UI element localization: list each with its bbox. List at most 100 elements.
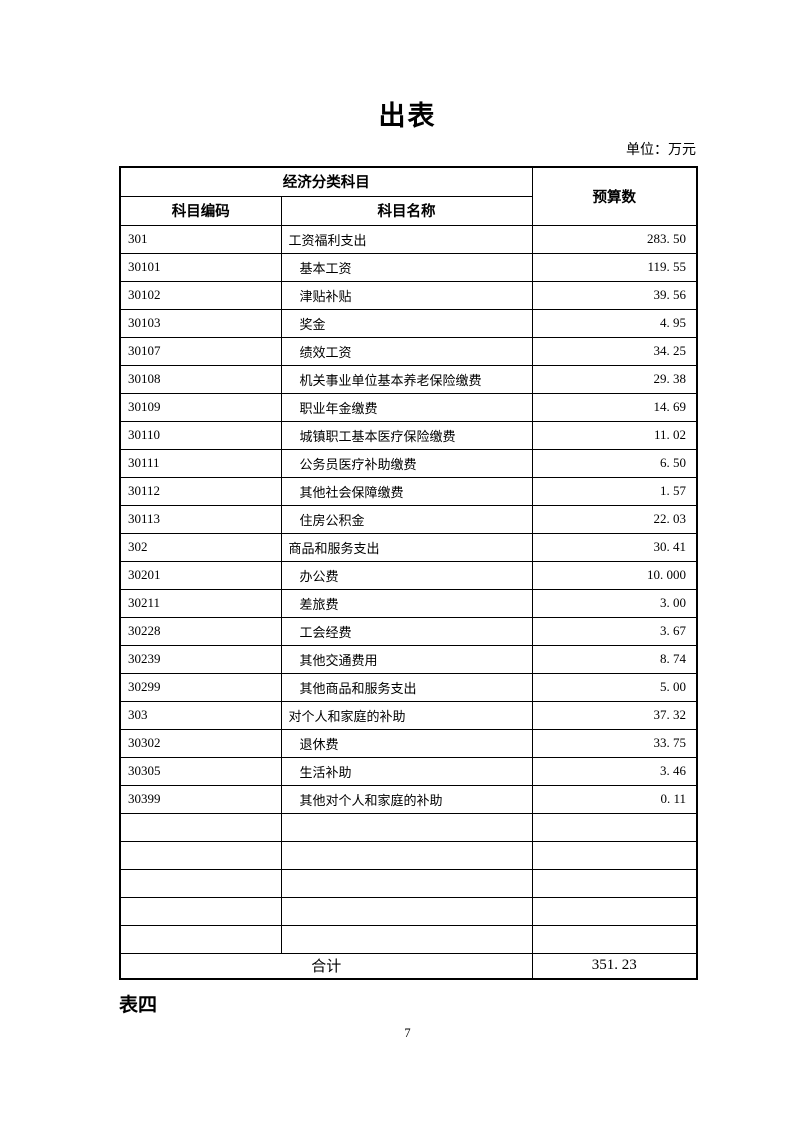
subject-code-cell: 30211 [119, 588, 282, 618]
header-row-group: 经济分类科目 预算数 [119, 166, 698, 226]
subject-code-cell: 30239 [119, 644, 282, 674]
empty-code-cell [119, 812, 282, 842]
page-number: 7 [404, 1026, 411, 1040]
subject-code-cell: 30302 [119, 728, 282, 758]
table-row: 301 工资福利支出 283. 50 [119, 224, 698, 254]
budget-value-cell: 10. 000 [531, 560, 698, 590]
empty-name-cell [280, 868, 533, 898]
subject-name-cell: 住房公积金 [280, 504, 533, 534]
table-row: 30239 其他交通费用 8. 74 [119, 644, 698, 674]
budget-value-cell: 0. 11 [531, 784, 698, 814]
budget-value-cell: 1. 57 [531, 476, 698, 506]
subject-name-cell: 津贴补贴 [280, 280, 533, 310]
subject-name-cell: 职业年金缴费 [280, 392, 533, 422]
empty-value-cell [531, 812, 698, 842]
empty-code-cell [119, 840, 282, 870]
empty-code-cell [119, 868, 282, 898]
empty-table-row [119, 840, 698, 870]
subject-name-cell: 城镇职工基本医疗保险缴费 [280, 420, 533, 450]
table-row: 30102 津贴补贴 39. 56 [119, 280, 698, 310]
subject-code-cell: 30299 [119, 672, 282, 702]
header-budget-amount: 预算数 [531, 166, 698, 226]
table-row: 30111 公务员医疗补助缴费 6. 50 [119, 448, 698, 478]
header-row-columns: 科目编码 科目名称 [119, 195, 697, 226]
empty-name-cell [280, 896, 533, 926]
budget-value-cell: 3. 00 [531, 588, 698, 618]
subject-code-cell: 30110 [119, 420, 282, 450]
header-subject-code: 科目编码 [119, 195, 282, 226]
subject-name-cell: 公务员医疗补助缴费 [280, 448, 533, 478]
subject-name-cell: 工会经费 [280, 616, 533, 646]
empty-code-cell [119, 896, 282, 926]
subject-code-cell: 30102 [119, 280, 282, 310]
subject-code-cell: 30113 [119, 504, 282, 534]
budget-value-cell: 29. 38 [531, 364, 698, 394]
page-title: 出表 [378, 101, 437, 131]
subject-name-cell: 其他社会保障缴费 [280, 476, 533, 506]
empty-code-cell [119, 924, 282, 954]
empty-name-cell [280, 840, 533, 870]
table-row: 30211 差旅费 3. 00 [119, 588, 698, 618]
table-footer: 合计 351. 23 [119, 952, 698, 980]
table-row: 30101 基本工资 119. 55 [119, 252, 698, 282]
table-row: 30399 其他对个人和家庭的补助 0. 11 [119, 784, 698, 814]
subject-code-cell: 301 [119, 224, 282, 254]
budget-value-cell: 37. 32 [531, 700, 698, 730]
subject-name-cell: 生活补助 [280, 756, 533, 786]
subject-name-cell: 奖金 [280, 308, 533, 338]
budget-value-cell: 8. 74 [531, 644, 698, 674]
table-row: 302 商品和服务支出 30. 41 [119, 532, 698, 562]
budget-value-cell: 4. 95 [531, 308, 698, 338]
empty-table-row [119, 896, 698, 926]
subject-name-cell: 其他交通费用 [280, 644, 533, 674]
empty-table-row [119, 812, 698, 842]
subject-code-cell: 302 [119, 532, 282, 562]
table-row: 30112 其他社会保障缴费 1. 57 [119, 476, 698, 506]
empty-table-row [119, 924, 698, 954]
empty-name-cell [280, 924, 533, 954]
empty-table-row [119, 868, 698, 898]
subject-name-cell: 差旅费 [280, 588, 533, 618]
budget-value-cell: 11. 02 [531, 420, 698, 450]
table-body: 301 工资福利支出 283. 50 30101 基本工资 119. 55 30… [119, 224, 698, 954]
budget-table: 经济分类科目 预算数 科目编码 科目名称 301 工资福利支出 283. 50 … [119, 166, 698, 980]
budget-value-cell: 22. 03 [531, 504, 698, 534]
empty-value-cell [531, 896, 698, 926]
table-row: 30110 城镇职工基本医疗保险缴费 11. 02 [119, 420, 698, 450]
total-label: 合计 [119, 952, 533, 980]
subject-name-cell: 办公费 [280, 560, 533, 590]
budget-value-cell: 6. 50 [531, 448, 698, 478]
subject-code-cell: 30112 [119, 476, 282, 506]
budget-value-cell: 33. 75 [531, 728, 698, 758]
table-row: 303 对个人和家庭的补助 37. 32 [119, 700, 698, 730]
subject-name-cell: 其他商品和服务支出 [280, 672, 533, 702]
unit-label: 单位：万元 [626, 143, 696, 158]
table-row: 30107 绩效工资 34. 25 [119, 336, 698, 366]
subject-name-cell: 绩效工资 [280, 336, 533, 366]
subject-code-cell: 30101 [119, 252, 282, 282]
empty-value-cell [531, 868, 698, 898]
subject-name-cell: 对个人和家庭的补助 [280, 700, 533, 730]
subject-code-cell: 30201 [119, 560, 282, 590]
table-row: 30302 退休费 33. 75 [119, 728, 698, 758]
budget-value-cell: 3. 67 [531, 616, 698, 646]
total-row: 合计 351. 23 [119, 952, 698, 980]
table-row: 30299 其他商品和服务支出 5. 00 [119, 672, 698, 702]
empty-name-cell [280, 812, 533, 842]
budget-value-cell: 3. 46 [531, 756, 698, 786]
subject-code-cell: 30108 [119, 364, 282, 394]
header-subject-name: 科目名称 [280, 195, 533, 226]
budget-value-cell: 5. 00 [531, 672, 698, 702]
subject-code-cell: 303 [119, 700, 282, 730]
subject-name-cell: 其他对个人和家庭的补助 [280, 784, 533, 814]
total-value: 351. 23 [531, 952, 698, 980]
subject-code-cell: 30228 [119, 616, 282, 646]
table-four-label: 表四 [119, 995, 158, 1016]
table-row: 30305 生活补助 3. 46 [119, 756, 698, 786]
budget-value-cell: 34. 25 [531, 336, 698, 366]
budget-value-cell: 30. 41 [531, 532, 698, 562]
subject-code-cell: 30107 [119, 336, 282, 366]
subject-name-cell: 工资福利支出 [280, 224, 533, 254]
table-row: 30113 住房公积金 22. 03 [119, 504, 698, 534]
